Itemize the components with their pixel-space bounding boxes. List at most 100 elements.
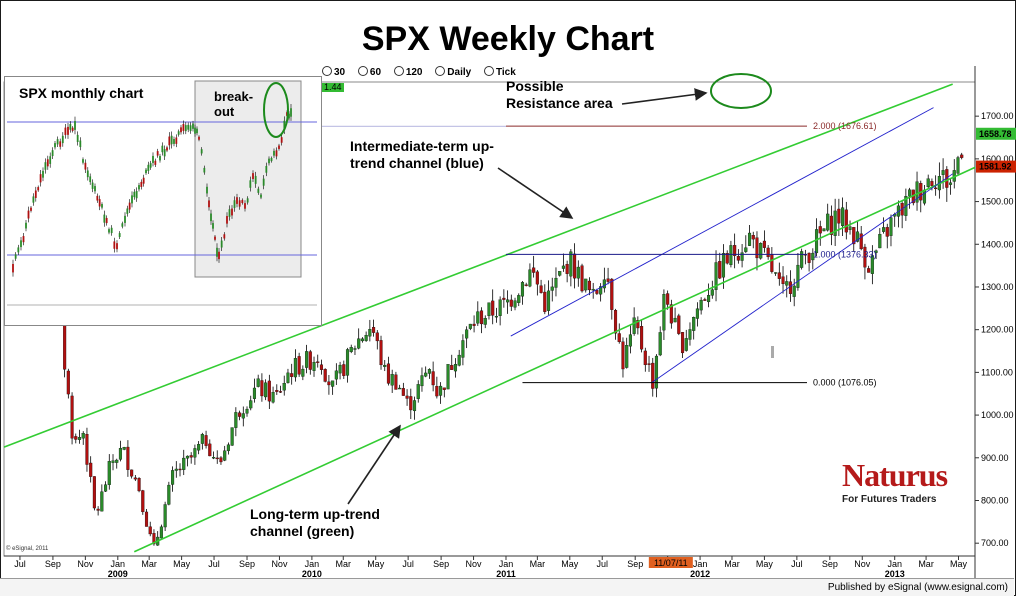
x-tick-label: Jan — [305, 559, 320, 569]
down-bar — [70, 395, 74, 439]
interval-60-button[interactable]: 60 — [357, 66, 381, 78]
down-bar — [651, 362, 655, 389]
up-bar — [446, 364, 450, 390]
down-bar — [770, 254, 774, 272]
inset-up-bar — [228, 209, 231, 217]
up-bar — [234, 412, 238, 428]
chart-title: SPX Weekly Chart — [361, 20, 655, 58]
clock-icon — [483, 66, 494, 76]
up-bar — [855, 231, 860, 242]
interval-30-button[interactable]: 30 — [322, 66, 345, 78]
inset-down-bar — [64, 127, 67, 135]
inset-down-bar — [34, 190, 37, 198]
up-bar — [167, 484, 171, 505]
down-bar — [762, 240, 766, 248]
inset-up-bar — [44, 162, 47, 170]
down-bar — [844, 209, 848, 233]
down-bar — [930, 181, 934, 186]
inset-up-bar — [212, 223, 214, 229]
down-bar — [725, 253, 729, 264]
inset-down-bar — [238, 200, 241, 207]
x-tick-label: May — [367, 559, 385, 569]
down-bar — [617, 333, 621, 343]
up-bar — [688, 329, 692, 340]
breakout-line-2: out — [214, 104, 235, 119]
longterm-line-1: Long-term up-trend — [250, 506, 380, 522]
inset-down-bar — [37, 187, 40, 191]
intermediate-line-1: Intermediate-term up- — [350, 138, 494, 154]
up-bar — [193, 448, 197, 458]
down-bar — [859, 233, 863, 250]
up-bar — [569, 251, 573, 277]
down-bar — [409, 396, 413, 411]
inset-up-bar — [268, 158, 270, 164]
inset-up-bar — [51, 150, 54, 157]
up-bar — [721, 253, 726, 278]
last-price-label: 1658.78 — [979, 129, 1012, 139]
down-bar — [394, 374, 398, 390]
down-bar — [535, 271, 539, 285]
down-bar — [532, 267, 536, 273]
up-bar — [550, 286, 554, 291]
down-bar — [405, 395, 409, 399]
inset-down-bar — [198, 136, 200, 140]
down-bar — [144, 511, 149, 527]
inset-up-bar — [187, 124, 190, 130]
up-bar — [699, 299, 703, 311]
up-bar — [338, 364, 342, 374]
x-tick-label: Jan — [111, 559, 126, 569]
inset-down-bar — [218, 251, 220, 260]
up-bar — [878, 233, 882, 249]
inset-up-bar — [110, 227, 113, 234]
up-bar — [271, 392, 275, 403]
up-bar — [759, 243, 763, 259]
interval-tick-button[interactable]: Tick — [483, 66, 516, 78]
inset-up-bar — [210, 213, 212, 222]
down-bar — [204, 435, 208, 446]
up-bar — [412, 400, 417, 412]
down-bar — [126, 446, 130, 470]
up-bar — [707, 295, 711, 303]
down-bar — [238, 412, 242, 417]
up-bar — [468, 323, 472, 329]
x-tick-label: May — [561, 559, 579, 569]
green-lower-channel — [133, 166, 976, 553]
price-axis: 700.00 800.00 900.00 1000.00 1100.00 1200.00 1… — [322, 82, 1016, 548]
inset-up-bar — [76, 134, 79, 142]
down-bar — [319, 364, 324, 370]
down-bar — [267, 380, 271, 402]
down-bar — [669, 304, 673, 324]
inset-up-bar — [49, 156, 52, 164]
up-bar — [77, 437, 82, 440]
inset-down-bar — [226, 216, 228, 224]
up-bar — [625, 345, 629, 368]
up-bar — [915, 181, 919, 203]
down-bar — [934, 187, 938, 190]
up-bar — [223, 450, 227, 461]
inset-up-bar — [86, 170, 89, 178]
up-bar — [286, 372, 290, 383]
down-bar — [74, 436, 78, 440]
inset-up-bar — [135, 191, 138, 199]
logo-name: Naturus — [842, 457, 948, 493]
inset-up-bar — [220, 240, 223, 248]
down-bar — [680, 332, 685, 354]
inset-down-bar — [156, 151, 159, 156]
down-bar — [133, 477, 137, 480]
interval-120-button[interactable]: 120 — [393, 66, 423, 78]
inset-down-bar — [96, 195, 99, 201]
interval-daily-button[interactable]: Daily — [435, 66, 471, 78]
down-bar — [63, 319, 67, 370]
up-bar — [174, 468, 178, 471]
green-upper-channel — [3, 83, 953, 448]
date-marker-box — [648, 557, 693, 568]
inset-up-bar — [121, 223, 124, 227]
up-bar — [171, 470, 175, 485]
up-bar — [104, 484, 108, 492]
up-bar — [710, 289, 714, 296]
up-bar — [487, 302, 491, 317]
inset-up-bar — [161, 145, 164, 153]
up-bar — [241, 413, 245, 419]
up-bar — [461, 340, 465, 358]
